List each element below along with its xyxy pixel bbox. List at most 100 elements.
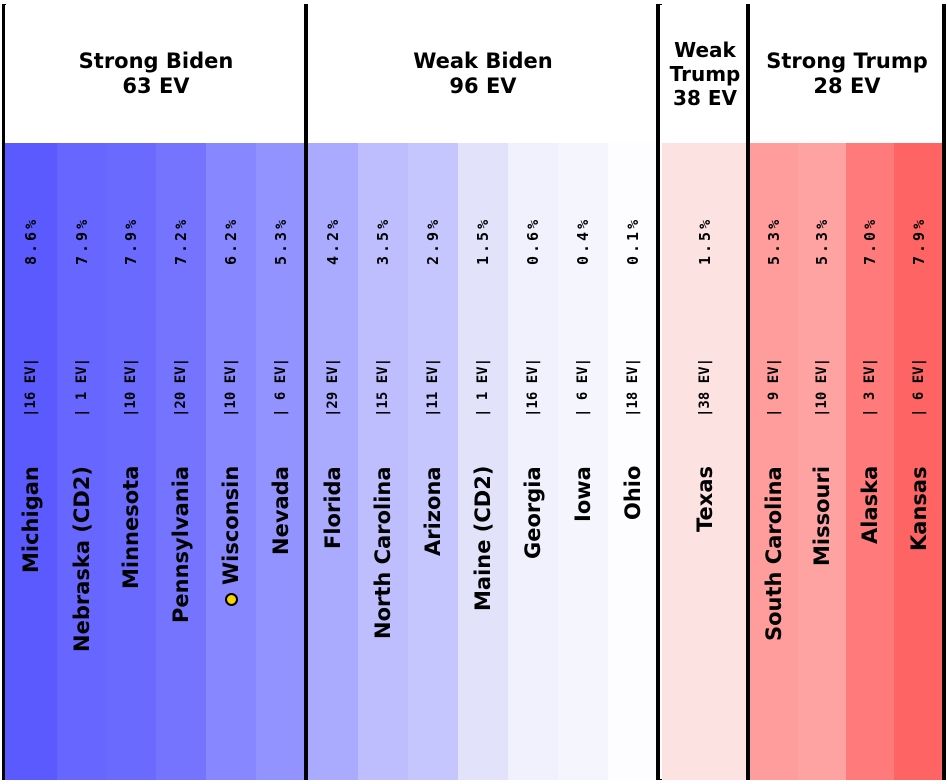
state-column: 5.3% | 6 EV| Nevada	[256, 143, 306, 780]
group-name: Strong Biden	[79, 49, 234, 74]
group-divider	[304, 4, 308, 780]
state-name: Michigan	[19, 466, 43, 573]
state-column: 2.9% |11 EV| Arizona	[408, 143, 458, 780]
group-header: Strong Biden63 EV	[6, 4, 306, 143]
ev-label: | 3 EV|	[862, 358, 878, 417]
state-name: Nebraska (CD2)	[70, 466, 94, 652]
state-name-label: North Carolina	[371, 466, 395, 639]
state-name: Arizona	[421, 466, 445, 556]
state-name-label: Texas	[693, 466, 717, 532]
margin-label: 0.6%	[524, 217, 542, 265]
margin-label: 1.5%	[696, 217, 714, 265]
margin-label: 7.9%	[73, 217, 91, 265]
group-header: Weak Biden96 EV	[308, 4, 658, 143]
state-column: 1.5% |38 EV| Texas	[662, 143, 748, 780]
ev-label: |38 EV|	[697, 358, 713, 417]
margin-label: 7.9%	[910, 217, 928, 265]
state-name-label: Michigan	[19, 466, 43, 573]
ev-label: |11 EV|	[425, 358, 441, 417]
ev-label: |15 EV|	[375, 358, 391, 417]
ev-label: |16 EV|	[525, 358, 541, 417]
state-column: 7.0% | 3 EV| Alaska	[846, 143, 894, 780]
state-name-label: Missouri	[810, 466, 834, 566]
margin-label: 7.2%	[172, 217, 190, 265]
state-name-label: Georgia	[521, 466, 545, 559]
state-name: Nevada	[269, 466, 293, 555]
state-name-label: Wisconsin	[219, 466, 243, 606]
state-name: Maine (CD2)	[471, 466, 495, 611]
state-name-label: Minnesota	[119, 466, 143, 589]
margin-label: 0.1%	[624, 217, 642, 265]
state-column: 1.5%| 1 EV|Maine (CD2)	[458, 143, 508, 780]
state-column: 0.6% |16 EV| Georgia	[508, 143, 558, 780]
state-name-label: Nebraska (CD2)	[70, 466, 94, 652]
margin-label: 4.2%	[324, 217, 342, 265]
state-name-label: Pennsylvania	[169, 466, 193, 623]
margin-label: 8.6%	[22, 217, 40, 265]
group-ev-total: 63 EV	[122, 74, 189, 99]
group-divider	[656, 4, 660, 780]
margin-label: 5.3%	[272, 217, 290, 265]
ev-label: | 1 EV|	[74, 358, 90, 417]
ev-label: | 6 EV|	[273, 358, 289, 417]
ev-label: | 6 EV|	[911, 358, 927, 417]
group-divider	[746, 4, 750, 780]
state-column: 5.3% | 9 EV| South Carolina	[750, 143, 798, 780]
state-name-label: Iowa	[571, 466, 595, 522]
margin-label: 7.0%	[861, 217, 879, 265]
state-name-label: Nevada	[269, 466, 293, 555]
state-name: Alaska	[858, 466, 882, 544]
highlight-marker-icon	[225, 593, 238, 606]
margin-label: 6.2%	[222, 217, 240, 265]
margin-label: 5.3%	[765, 217, 783, 265]
state-name: North Carolina	[371, 466, 395, 639]
ev-label: |10 EV|	[123, 358, 139, 417]
ev-label: |20 EV|	[173, 358, 189, 417]
state-column: 7.2% |20 EV| Pennsylvania	[156, 143, 206, 780]
state-name-label: Florida	[321, 466, 345, 549]
state-name: Wisconsin	[219, 466, 243, 585]
group-ev-total: 96 EV	[449, 74, 516, 99]
ev-label: |16 EV|	[23, 358, 39, 417]
group-divider	[942, 4, 945, 780]
state-column: 7.9% |10 EV| Minnesota	[106, 143, 156, 780]
group-ev-total: 28 EV	[813, 74, 880, 99]
state-column: 4.2% |29 EV| Florida	[308, 143, 358, 780]
state-name: Florida	[321, 466, 345, 549]
state-name: Texas	[693, 466, 717, 532]
group-name: Trump	[670, 62, 741, 86]
state-column: 8.6% |16 EV| Michigan	[4, 143, 57, 780]
group-ev-total: 38 EV	[673, 86, 737, 110]
ev-label: | 1 EV|	[475, 358, 491, 417]
margin-label: 0.4%	[574, 217, 592, 265]
group-header: Strong Trump28 EV	[750, 4, 944, 143]
margin-label: 3.5%	[374, 217, 392, 265]
state-name: Missouri	[810, 466, 834, 566]
state-name: South Carolina	[762, 466, 786, 641]
state-name-label: Ohio	[621, 466, 645, 520]
state-column: 6.2% |10 EV| Wisconsin	[206, 143, 256, 780]
group-header: WeakTrump38 EV	[662, 4, 748, 143]
state-name-label: Arizona	[421, 466, 445, 556]
margin-label: 2.9%	[424, 217, 442, 265]
group-divider	[2, 4, 5, 780]
state-name-label: Maine (CD2)	[471, 466, 495, 611]
state-name: Pennsylvania	[169, 466, 193, 623]
margin-label: 7.9%	[122, 217, 140, 265]
ev-label: | 9 EV|	[766, 358, 782, 417]
group-name: Strong Trump	[766, 49, 927, 74]
state-column: 0.4%| 6 EV|Iowa	[558, 143, 608, 780]
state-column: 5.3% |10 EV| Missouri	[798, 143, 846, 780]
state-name: Ohio	[621, 466, 645, 520]
state-name: Kansas	[907, 466, 931, 551]
margin-label: 5.3%	[813, 217, 831, 265]
group-name: Weak Biden	[413, 49, 553, 74]
ev-label: |10 EV|	[814, 358, 830, 417]
state-name-label: Kansas	[907, 466, 931, 551]
ev-label: |10 EV|	[223, 358, 239, 417]
state-name: Minnesota	[119, 466, 143, 589]
ev-label: |29 EV|	[325, 358, 341, 417]
state-column: 7.9% | 1 EV| Nebraska (CD2)	[57, 143, 106, 780]
state-name: Georgia	[521, 466, 545, 559]
